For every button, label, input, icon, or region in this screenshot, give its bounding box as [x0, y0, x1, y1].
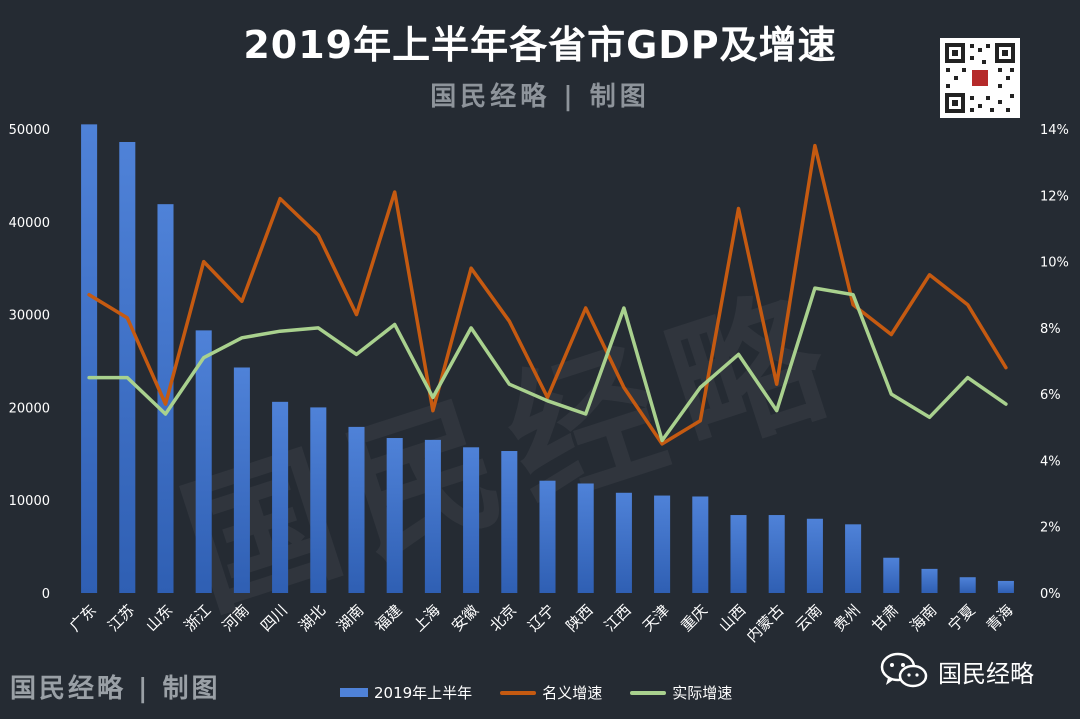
x-tick-label: 江西: [601, 601, 635, 635]
bar-天津: [654, 495, 671, 593]
right-tick-label: 0%: [1040, 587, 1061, 602]
right-tick-label: 12%: [1040, 189, 1069, 204]
bar-贵州: [845, 524, 862, 593]
x-tick-label: 广东: [66, 601, 100, 635]
bar-江苏: [119, 141, 136, 593]
bar-安徽: [463, 447, 480, 593]
bar-陕西: [577, 483, 594, 593]
chart-subtitle: 国民经略 | 制图: [430, 82, 650, 112]
left-tick-label: 20000: [9, 401, 50, 416]
x-axis: 广东 江苏 山东 浙江 河南 四川 湖北 湖南 福建 上海 安徽 北京 辽宁 陕西 江西 天津 重庆 山西内蒙古云…: [66, 601, 1017, 646]
wechat-name: 国民经略: [938, 659, 1034, 688]
bar-甘肃: [883, 557, 900, 593]
left-tick-label: 30000: [9, 309, 50, 324]
left-tick-label: 40000: [9, 216, 50, 231]
legend-label-gdp: 2019年上半年: [374, 684, 473, 702]
x-tick-label: 河南: [219, 601, 253, 635]
x-tick-label: 福建: [372, 601, 406, 635]
bar-湖北: [310, 407, 327, 593]
right-tick-label: 10%: [1040, 256, 1069, 271]
x-tick-label: 上海: [410, 601, 444, 635]
x-tick-label: 天津: [639, 601, 673, 635]
x-tick-label: 海南: [906, 601, 940, 635]
x-tick-label: 内蒙古: [743, 601, 788, 646]
bar-上海: [424, 439, 441, 593]
legend-label-real: 实际增速: [672, 684, 733, 702]
qr-code-icon: [940, 38, 1020, 118]
bar-浙江: [195, 330, 212, 593]
bar-河南: [233, 367, 250, 593]
x-tick-label: 湖北: [295, 601, 329, 635]
x-tick-label: 青海: [983, 601, 1017, 635]
wechat-badge: 国民经略: [880, 652, 1034, 690]
legend-item-gdp: 2019年上半年: [340, 682, 472, 703]
gdp-bars: [81, 124, 1014, 594]
x-tick-label: 辽宁: [524, 601, 558, 635]
bar-福建: [386, 438, 403, 593]
legend-item-real: 实际增速: [630, 682, 732, 703]
x-tick-label: 北京: [486, 601, 520, 635]
bar-重庆: [692, 496, 709, 593]
bar-宁夏: [959, 577, 976, 593]
legend: 2019年上半年 名义增速 实际增速: [340, 682, 732, 703]
bar-广东: [81, 124, 98, 594]
left-tick-label: 0: [42, 587, 50, 602]
legend-swatch-real: [630, 690, 667, 695]
right-tick-label: 14%: [1040, 123, 1069, 138]
x-tick-label: 山西: [715, 601, 749, 635]
right-axis: 0% 2% 4% 6% 8% 10% 12% 14%: [1040, 123, 1069, 602]
bar-北京: [501, 451, 518, 593]
x-tick-label: 安徽: [448, 601, 482, 635]
bar-山西: [730, 515, 747, 593]
qr-code: [940, 38, 1020, 118]
left-axis: 0 10000 20000 30000 40000 50000: [9, 123, 50, 602]
x-tick-label: 山东: [142, 601, 176, 635]
bar-海南: [921, 568, 938, 593]
left-tick-label: 10000: [9, 494, 50, 509]
real-growth-line: [87, 286, 1008, 443]
x-tick-label: 江苏: [104, 601, 138, 635]
legend-swatch-nominal: [500, 690, 537, 695]
footer-brand: 国民经略 | 制图: [10, 674, 221, 704]
x-tick-label: 甘肃: [868, 601, 902, 635]
x-tick-label: 重庆: [677, 601, 711, 635]
wechat-icon: [880, 652, 928, 688]
x-tick-label: 宁夏: [945, 601, 979, 635]
x-tick-label: 贵州: [830, 601, 864, 635]
bar-辽宁: [539, 480, 556, 593]
bar-青海: [997, 580, 1014, 593]
bar-云南: [806, 518, 823, 593]
growth-lines: [87, 143, 1008, 446]
bar-江西: [615, 492, 632, 593]
bar-内蒙古: [768, 515, 785, 593]
right-tick-label: 4%: [1040, 454, 1061, 469]
right-tick-label: 8%: [1040, 322, 1061, 337]
x-tick-label: 云南: [792, 601, 826, 635]
bar-四川: [272, 401, 289, 593]
legend-swatch-gdp: [340, 688, 368, 697]
right-tick-label: 6%: [1040, 388, 1061, 403]
chart-title: 2019年上半年各省市GDP及增速: [243, 23, 837, 67]
legend-item-nominal: 名义增速: [500, 682, 602, 703]
bar-湖南: [348, 426, 365, 593]
x-tick-label: 陕西: [563, 601, 597, 635]
x-tick-label: 四川: [257, 601, 291, 635]
legend-label-nominal: 名义增速: [542, 684, 603, 702]
left-tick-label: 50000: [9, 123, 50, 138]
x-tick-label: 湖南: [333, 601, 367, 635]
x-tick-label: 浙江: [181, 601, 215, 635]
right-tick-label: 2%: [1040, 521, 1061, 536]
